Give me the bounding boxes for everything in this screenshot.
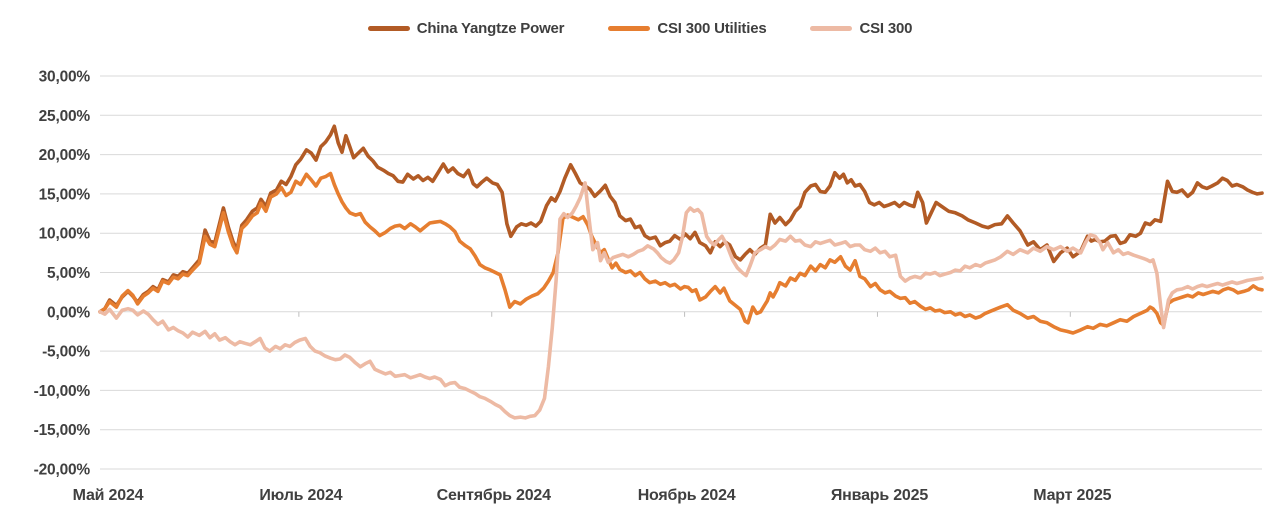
svg-text:25,00%: 25,00%	[39, 108, 91, 125]
x-axis-ticks	[298, 311, 1071, 317]
series-swatch-icon	[810, 26, 853, 31]
series-line-csi-300-utilities	[98, 171, 1264, 335]
svg-text:5,00%: 5,00%	[47, 265, 90, 282]
legend-label: CSI 300 Utilities	[657, 20, 767, 37]
legend-item-csi-300-utilities: CSI 300 Utilities	[608, 20, 767, 37]
svg-text:-20,00%: -20,00%	[34, 462, 91, 479]
legend-item-csi-300: CSI 300	[810, 20, 912, 37]
svg-text:20,00%: 20,00%	[39, 147, 91, 164]
svg-text:0,00%: 0,00%	[47, 304, 90, 321]
svg-text:Ноябрь 2024: Ноябрь 2024	[638, 487, 736, 504]
svg-text:Сентябрь 2024: Сентябрь 2024	[437, 487, 552, 504]
svg-text:Январь 2025: Январь 2025	[831, 487, 928, 504]
series-line-china-yangtze-power	[98, 124, 1264, 314]
legend-item-china-yangtze-power: China Yangtze Power	[367, 20, 565, 37]
svg-text:-5,00%: -5,00%	[42, 344, 90, 361]
x-axis-labels: Май 2024 Июль 2024 Сентябрь 2024 Ноябрь 202…	[73, 487, 1112, 504]
legend-label: CSI 300	[859, 20, 913, 37]
y-axis-labels: 30,00% 25,00% 20,00% 15,00% 10,00% 5,00% 0,00%…	[34, 69, 91, 479]
svg-text:-15,00%: -15,00%	[34, 422, 91, 439]
svg-text:30,00%: 30,00%	[39, 69, 91, 86]
svg-text:Май 2024: Май 2024	[73, 487, 144, 504]
series-line-csi-300	[98, 181, 1264, 420]
svg-text:Март 2025: Март 2025	[1033, 487, 1111, 504]
svg-text:15,00%: 15,00%	[39, 186, 91, 203]
chart-legend: China Yangtze Power CSI 300 Utilities CS…	[0, 20, 1280, 37]
svg-text:-10,00%: -10,00%	[34, 383, 91, 400]
series-swatch-icon	[608, 26, 651, 31]
gridlines	[100, 75, 1262, 470]
legend-label: China Yangtze Power	[416, 20, 565, 37]
series-swatch-icon	[367, 26, 410, 31]
svg-text:Июль 2024: Июль 2024	[259, 487, 342, 504]
svg-text:10,00%: 10,00%	[39, 226, 91, 243]
